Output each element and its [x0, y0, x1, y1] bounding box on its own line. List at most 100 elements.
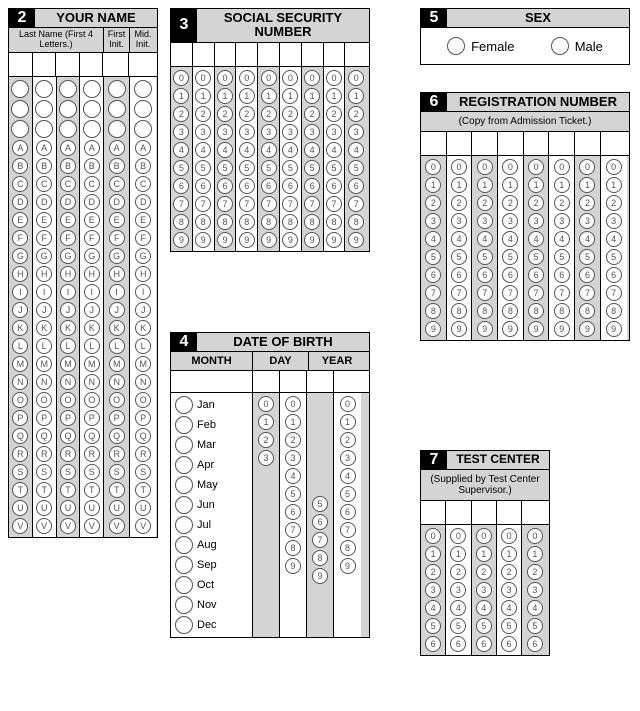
- bubble[interactable]: 3: [285, 450, 301, 466]
- bubble[interactable]: 6: [348, 178, 364, 194]
- bubble[interactable]: L: [12, 338, 28, 354]
- bubble[interactable]: 2: [450, 564, 466, 580]
- bubble[interactable]: S: [135, 464, 151, 480]
- bubble[interactable]: M: [60, 356, 76, 372]
- bubble[interactable]: 6: [579, 267, 595, 283]
- bubble[interactable]: 2: [261, 106, 277, 122]
- bubble[interactable]: H: [84, 266, 100, 282]
- bubble[interactable]: 4: [425, 600, 441, 616]
- sex-option[interactable]: Female: [447, 36, 514, 56]
- bubble[interactable]: 2: [348, 106, 364, 122]
- bubble[interactable]: P: [36, 410, 52, 426]
- bubble[interactable]: [59, 100, 77, 118]
- bubble[interactable]: 0: [451, 159, 467, 175]
- bubble[interactable]: 6: [312, 514, 328, 530]
- bubble[interactable]: 3: [425, 213, 441, 229]
- bubble[interactable]: 4: [282, 142, 298, 158]
- bubble[interactable]: S: [12, 464, 28, 480]
- bubble[interactable]: I: [109, 284, 125, 300]
- bubble[interactable]: G: [36, 248, 52, 264]
- bubble[interactable]: 7: [217, 196, 233, 212]
- bubble[interactable]: 0: [502, 159, 518, 175]
- bubble[interactable]: 4: [261, 142, 277, 158]
- bubble[interactable]: 6: [450, 636, 466, 652]
- bubble[interactable]: 8: [477, 303, 493, 319]
- bubble[interactable]: K: [84, 320, 100, 336]
- bubble[interactable]: 3: [173, 124, 189, 140]
- bubble[interactable]: 1: [282, 88, 298, 104]
- bubble[interactable]: 8: [579, 303, 595, 319]
- bubble[interactable]: 3: [425, 582, 441, 598]
- bubble[interactable]: 5: [217, 160, 233, 176]
- bubble[interactable]: A: [60, 140, 76, 156]
- bubble[interactable]: 0: [477, 159, 493, 175]
- bubble[interactable]: 0: [195, 70, 211, 86]
- bubble[interactable]: K: [36, 320, 52, 336]
- bubble[interactable]: D: [135, 194, 151, 210]
- bubble[interactable]: 0: [450, 528, 466, 544]
- bubble[interactable]: G: [84, 248, 100, 264]
- bubble[interactable]: 4: [477, 231, 493, 247]
- bubble[interactable]: 4: [425, 231, 441, 247]
- bubble[interactable]: 2: [476, 564, 492, 580]
- bubble[interactable]: 5: [606, 249, 622, 265]
- bubble[interactable]: I: [84, 284, 100, 300]
- bubble[interactable]: 3: [477, 213, 493, 229]
- bubble[interactable]: 7: [312, 532, 328, 548]
- bubble[interactable]: 0: [348, 70, 364, 86]
- bubble[interactable]: 2: [554, 195, 570, 211]
- bubble[interactable]: [108, 80, 126, 98]
- bubble[interactable]: 3: [527, 582, 543, 598]
- bubble[interactable]: 5: [261, 160, 277, 176]
- bubble[interactable]: H: [135, 266, 151, 282]
- bubble[interactable]: 1: [477, 177, 493, 193]
- bubble[interactable]: [175, 536, 193, 554]
- bubble[interactable]: 5: [527, 618, 543, 634]
- bubble[interactable]: 1: [326, 88, 342, 104]
- bubble[interactable]: 5: [285, 486, 301, 502]
- bubble[interactable]: 3: [501, 582, 517, 598]
- bubble[interactable]: 6: [304, 178, 320, 194]
- bubble[interactable]: C: [12, 176, 28, 192]
- bubble[interactable]: 1: [527, 546, 543, 562]
- bubble[interactable]: [175, 436, 193, 454]
- bubble[interactable]: H: [12, 266, 28, 282]
- bubble[interactable]: 5: [476, 618, 492, 634]
- bubble[interactable]: J: [84, 302, 100, 318]
- bubble[interactable]: Q: [60, 428, 76, 444]
- bubble[interactable]: 9: [173, 232, 189, 248]
- bubble[interactable]: N: [135, 374, 151, 390]
- bubble[interactable]: Q: [12, 428, 28, 444]
- bubble[interactable]: 6: [425, 267, 441, 283]
- bubble[interactable]: 5: [451, 249, 467, 265]
- bubble[interactable]: 2: [285, 432, 301, 448]
- bubble[interactable]: K: [12, 320, 28, 336]
- bubble[interactable]: 0: [340, 396, 356, 412]
- bubble[interactable]: F: [36, 230, 52, 246]
- bubble[interactable]: U: [60, 500, 76, 516]
- bubble[interactable]: C: [36, 176, 52, 192]
- bubble[interactable]: R: [84, 446, 100, 462]
- bubble[interactable]: 5: [501, 618, 517, 634]
- bubble[interactable]: 6: [173, 178, 189, 194]
- bubble[interactable]: [35, 80, 53, 98]
- bubble[interactable]: 2: [304, 106, 320, 122]
- bubble[interactable]: 5: [554, 249, 570, 265]
- bubble[interactable]: 9: [326, 232, 342, 248]
- bubble[interactable]: 5: [340, 486, 356, 502]
- bubble[interactable]: S: [36, 464, 52, 480]
- bubble[interactable]: 1: [285, 414, 301, 430]
- bubble[interactable]: 5: [348, 160, 364, 176]
- bubble[interactable]: H: [109, 266, 125, 282]
- bubble[interactable]: 5: [304, 160, 320, 176]
- bubble[interactable]: T: [60, 482, 76, 498]
- bubble[interactable]: C: [60, 176, 76, 192]
- bubble[interactable]: 2: [425, 564, 441, 580]
- bubble[interactable]: 9: [261, 232, 277, 248]
- bubble[interactable]: F: [12, 230, 28, 246]
- bubble[interactable]: 0: [239, 70, 255, 86]
- bubble[interactable]: 9: [502, 321, 518, 337]
- bubble[interactable]: 0: [285, 396, 301, 412]
- bubble[interactable]: 0: [425, 159, 441, 175]
- bubble[interactable]: 3: [579, 213, 595, 229]
